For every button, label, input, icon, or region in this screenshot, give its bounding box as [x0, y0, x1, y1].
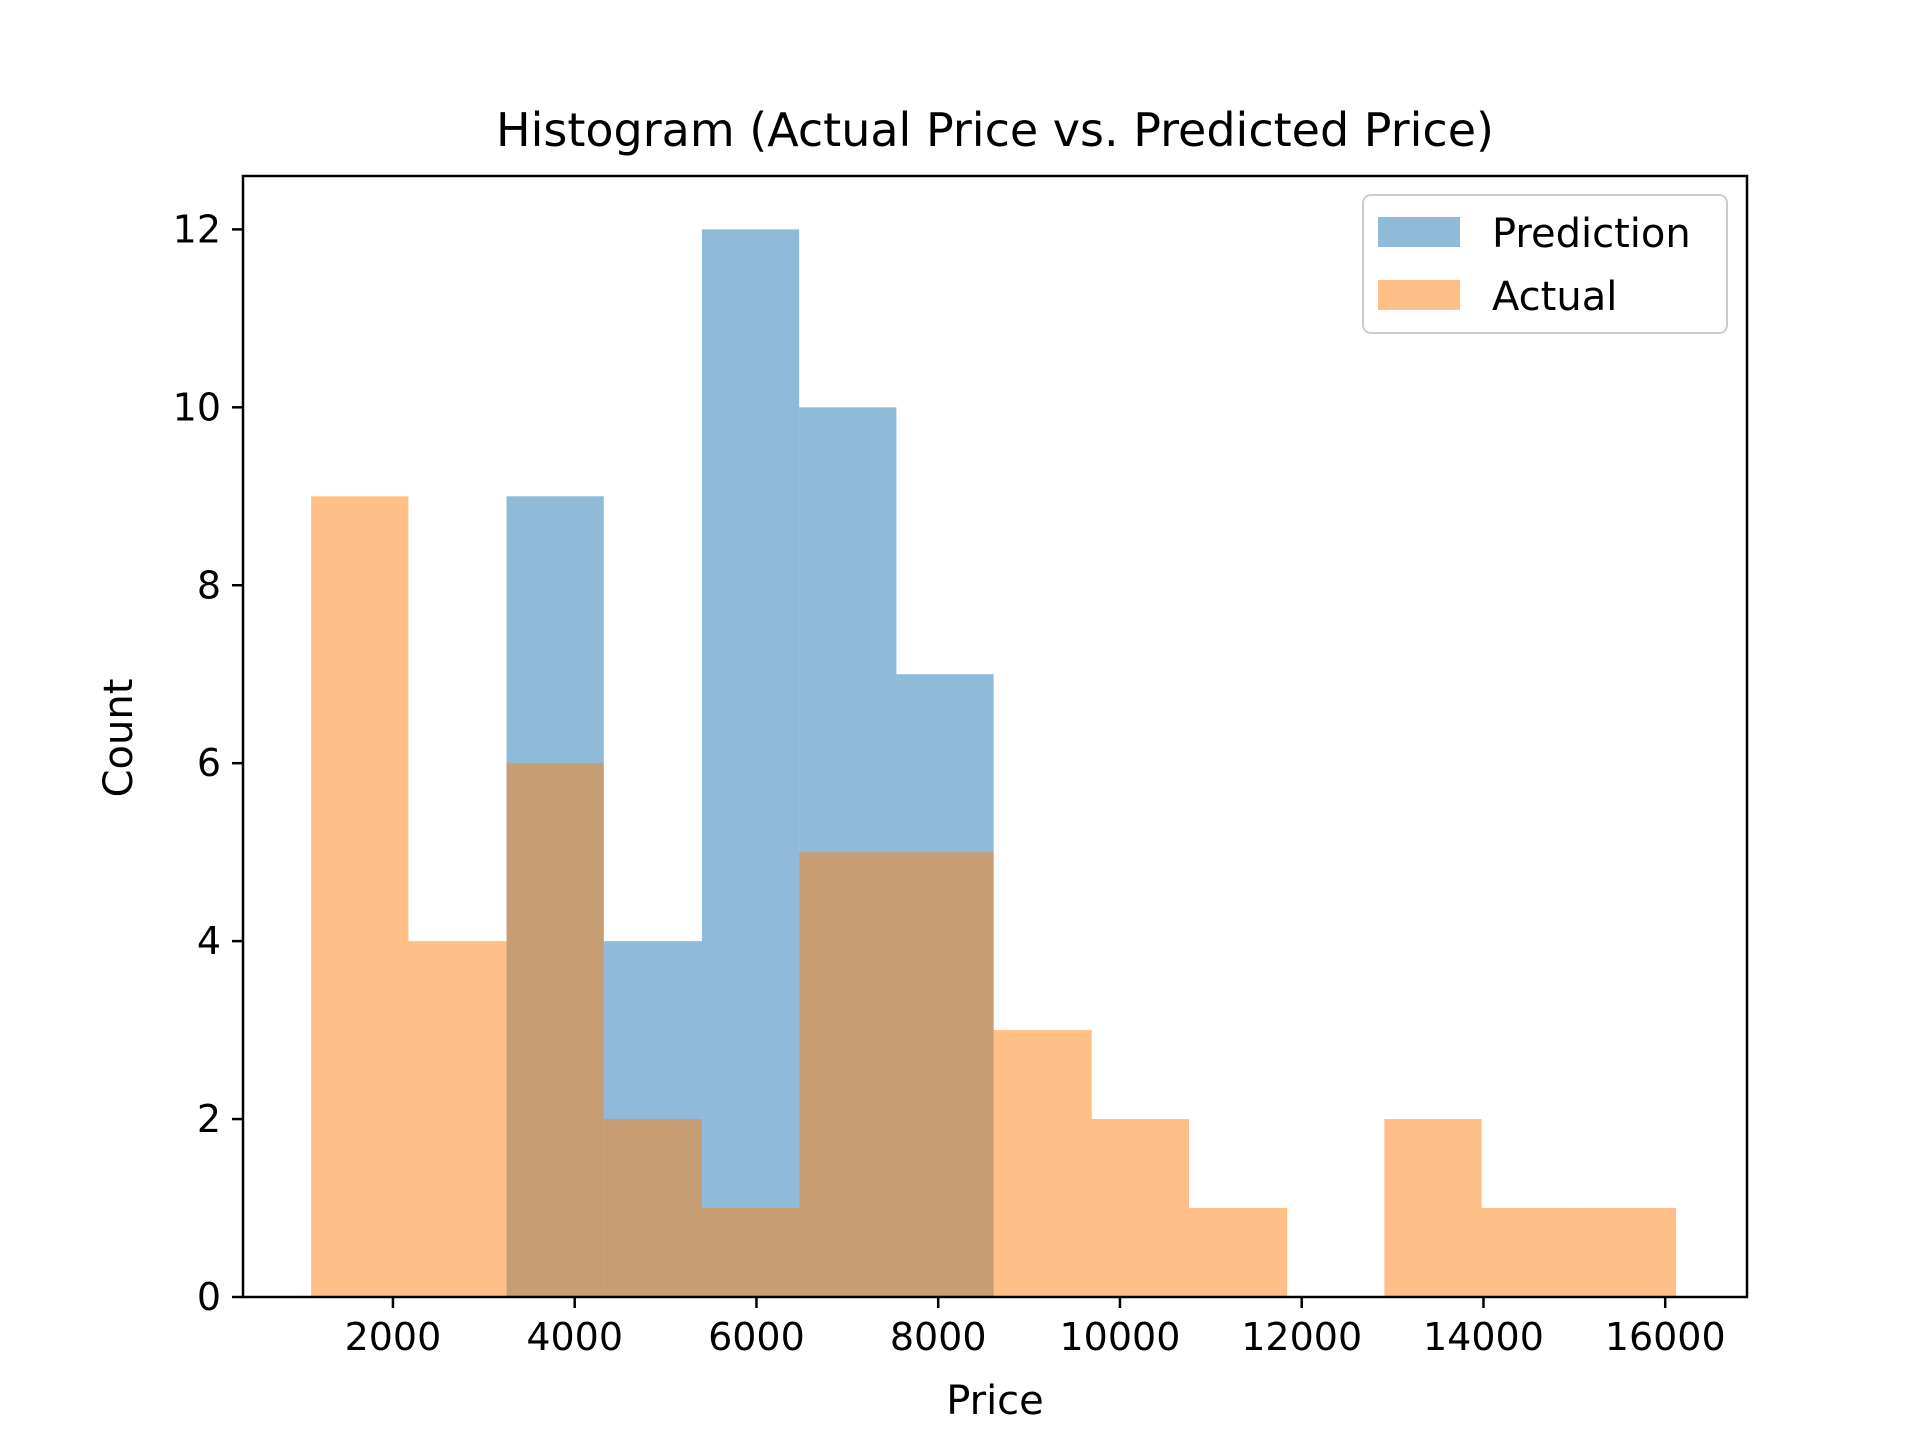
bar-actual-2 [506, 763, 604, 1297]
bar-actual-4 [701, 1208, 800, 1297]
bar-actual-9 [1189, 1208, 1288, 1297]
legend-swatch-prediction [1378, 217, 1460, 247]
y-tick-label-2: 2 [197, 1097, 221, 1141]
bar-actual-6 [896, 852, 994, 1297]
legend: Prediction Actual [1362, 194, 1728, 334]
x-tick-label-16000: 16000 [1605, 1315, 1726, 1359]
legend-swatch-actual [1378, 280, 1460, 310]
axes-layer [241, 174, 1749, 1299]
bar-actual-12 [1481, 1208, 1579, 1297]
x-tick-label-6000: 6000 [708, 1315, 805, 1359]
x-tick-label-12000: 12000 [1241, 1315, 1362, 1359]
y-tick-label-0: 0 [197, 1275, 221, 1319]
bar-actual-7 [993, 1030, 1092, 1297]
legend-label-prediction: Prediction [1492, 211, 1691, 257]
chart-title: Histogram (Actual Price vs. Predicted Pr… [496, 103, 1494, 157]
x-tick-label-4000: 4000 [526, 1315, 623, 1359]
bar-actual-0 [311, 496, 409, 1297]
x-tick-label-2000: 2000 [345, 1315, 442, 1359]
bar-actual-5 [799, 852, 897, 1297]
y-tick-label-12: 12 [173, 207, 221, 251]
bar-actual-8 [1091, 1119, 1190, 1297]
y-tick-label-6: 6 [197, 741, 221, 785]
x-tick-label-10000: 10000 [1060, 1315, 1181, 1359]
bar-actual-1 [408, 941, 507, 1297]
x-tick-label-8000: 8000 [890, 1315, 987, 1359]
bar-actual-3 [603, 1119, 702, 1297]
plot-frame [241, 174, 1749, 1299]
bars-layer [311, 229, 1677, 1297]
y-tick-label-8: 8 [197, 563, 221, 607]
y-tick-label-10: 10 [173, 385, 221, 429]
x-tick-label-14000: 14000 [1423, 1315, 1544, 1359]
ticks-layer: 2000 4000 6000 8000 10000 12000 14000 16000 0 2 4 6… [173, 207, 1726, 1359]
bar-actual-13 [1578, 1208, 1677, 1297]
x-axis-label: Price [946, 1378, 1044, 1424]
bar-actual-11 [1384, 1119, 1482, 1297]
y-axis-label: Count [96, 679, 142, 798]
y-tick-label-4: 4 [197, 919, 221, 963]
legend-label-actual: Actual [1492, 274, 1617, 320]
bar-prediction-2 [701, 229, 800, 1297]
